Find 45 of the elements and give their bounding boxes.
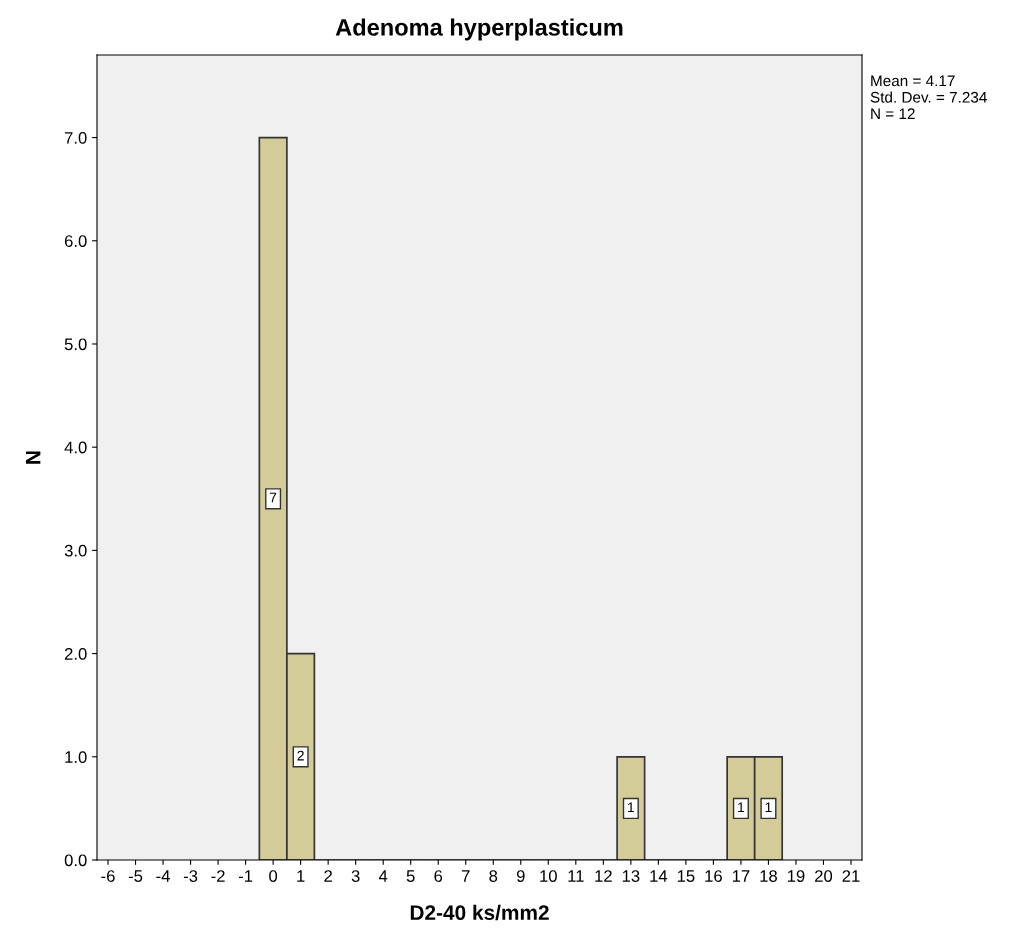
x-tick-label: 9: [516, 870, 525, 882]
x-tick-label: 18: [760, 870, 777, 882]
x-tick-label: -4: [156, 870, 170, 882]
x-tick-label: 20: [815, 870, 833, 882]
x-tick-label: 4: [378, 870, 388, 882]
x-tick-label: 15: [677, 870, 695, 882]
x-axis-title: D2-40 ks/mm2: [410, 904, 549, 921]
data-label: 7: [269, 492, 277, 503]
y-tick-label: 1.0: [65, 751, 87, 763]
x-tick-label: 0: [269, 870, 278, 882]
x-tick-label: 5: [406, 870, 415, 882]
y-tick-label: 2.0: [64, 647, 87, 660]
y-tick-label: 0.0: [64, 854, 87, 867]
x-tick-label: 21: [842, 870, 860, 882]
data-label: 2: [297, 750, 304, 761]
y-axis-title: N: [26, 451, 41, 464]
x-tick-label: 2: [324, 870, 332, 882]
x-tick-label: 13: [622, 870, 640, 882]
x-tick-label: 12: [595, 870, 612, 882]
x-tick-label: -6: [101, 870, 115, 882]
x-tick-label: 17: [732, 870, 750, 882]
y-tick-label: 5.0: [64, 338, 87, 351]
x-tick-label: 19: [787, 870, 805, 882]
y-tick-label: 3.0: [64, 544, 87, 557]
data-label: 1: [765, 802, 772, 812]
x-tick-label: 1: [297, 870, 305, 882]
y-tick-label: 4.0: [64, 441, 87, 454]
data-label: 1: [628, 802, 635, 812]
data-label: 1: [738, 802, 745, 812]
y-tick-label: 6.0: [64, 235, 87, 247]
chart-title: Adenoma hyperplasticum: [335, 18, 623, 41]
x-tick-label: -5: [128, 870, 143, 882]
x-tick-label: 8: [489, 870, 498, 882]
x-tick-label: 14: [650, 870, 668, 882]
text: Mean = 4.17 Std. Dev. = 7.234 N = 12: [870, 75, 987, 119]
x-tick-label: 16: [705, 870, 722, 882]
x-tick-label: 7: [461, 870, 470, 882]
x-tick-label: 10: [540, 870, 557, 882]
x-tick-label: 3: [351, 870, 360, 882]
x-tick-label: -3: [183, 870, 198, 882]
y-tick-label: 7.0: [64, 131, 87, 144]
x-tick-label: -2: [211, 870, 225, 882]
x-tick-label: 11: [568, 870, 584, 882]
x-tick-label: 6: [434, 870, 443, 882]
x-tick-label: -1: [238, 870, 253, 882]
